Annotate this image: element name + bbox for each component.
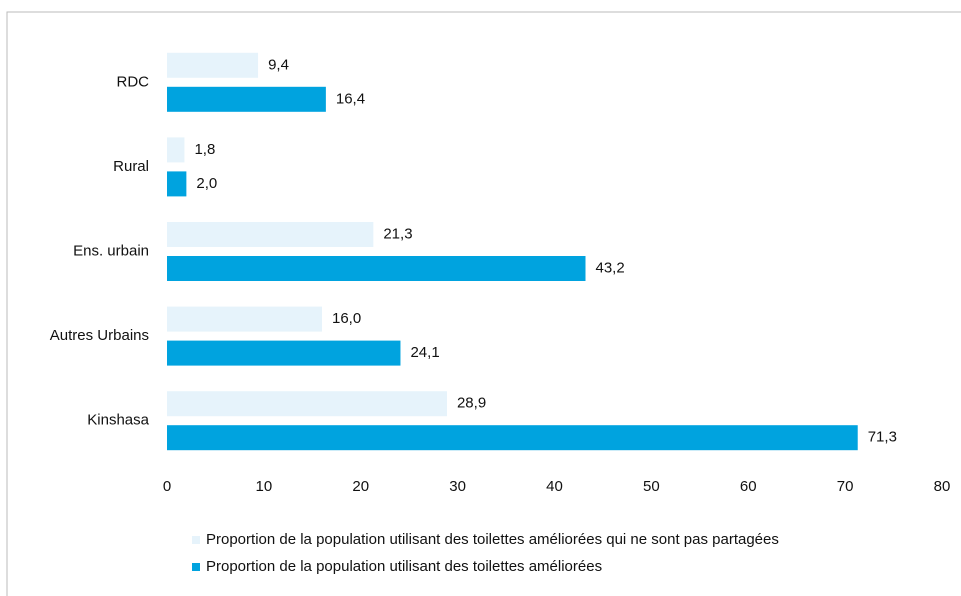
bar <box>167 86 326 112</box>
value-label: 2,0 <box>196 175 217 192</box>
x-tick-label: 30 <box>449 478 466 495</box>
x-tick-label: 10 <box>256 478 273 495</box>
bar <box>167 425 858 451</box>
bar <box>167 137 185 163</box>
value-label: 71,3 <box>868 429 897 446</box>
y-tick-label: Rural <box>113 158 149 175</box>
legend-swatch <box>192 536 200 544</box>
bar <box>167 391 447 417</box>
x-tick-label: 70 <box>837 478 854 495</box>
x-tick-label: 50 <box>643 478 660 495</box>
bar <box>167 171 187 197</box>
legend-swatch <box>192 563 200 571</box>
value-label: 1,8 <box>194 141 215 158</box>
y-tick-label: Ens. urbain <box>73 242 149 259</box>
value-label: 21,3 <box>383 225 412 242</box>
legend-label: Proportion de la population utilisant de… <box>206 558 602 575</box>
frame <box>6 11 961 596</box>
value-label: 16,0 <box>332 310 361 327</box>
x-tick-label: 40 <box>546 478 563 495</box>
bar <box>167 52 259 78</box>
x-tick-label: 60 <box>740 478 757 495</box>
bar <box>167 306 322 332</box>
value-label: 43,2 <box>596 259 625 276</box>
x-tick-label: 20 <box>352 478 369 495</box>
y-tick-label: Autres Urbains <box>50 327 149 344</box>
legend-label: Proportion de la population utilisant de… <box>206 531 779 548</box>
x-tick-label: 80 <box>934 478 951 495</box>
value-label: 9,4 <box>268 56 289 73</box>
value-label: 16,4 <box>336 90 365 107</box>
value-label: 24,1 <box>410 344 439 361</box>
x-tick-label: 0 <box>163 478 171 495</box>
y-tick-label: RDC <box>117 73 150 90</box>
y-tick-label: Kinshasa <box>87 412 149 429</box>
bar <box>167 340 401 366</box>
value-label: 28,9 <box>457 395 486 412</box>
bar <box>167 256 586 281</box>
bar <box>167 222 374 247</box>
